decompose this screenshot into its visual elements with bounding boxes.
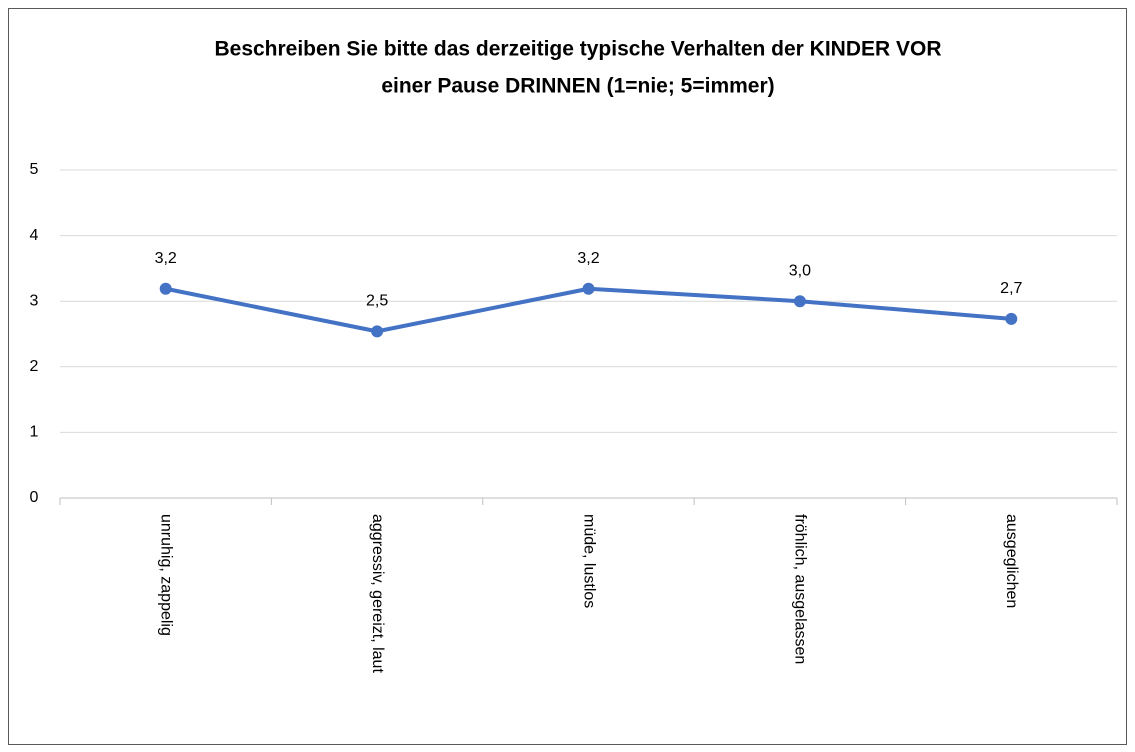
chart-title: Beschreiben Sie bitte das derzeitige typ…: [214, 38, 941, 61]
data-label: 2,5: [366, 293, 388, 310]
x-tick-label: fröhlich, ausgelassen: [792, 514, 809, 664]
y-tick-label: 2: [30, 358, 39, 375]
y-tick-label: 5: [30, 161, 39, 178]
y-tick-label: 3: [30, 292, 39, 309]
y-tick-label: 4: [30, 227, 39, 244]
marker: [582, 282, 595, 295]
marker: [159, 282, 172, 295]
x-tick-label: unruhig, zappelig: [157, 514, 174, 636]
chart-frame: [8, 8, 1127, 745]
marker: [371, 325, 384, 338]
chart-title: einer Pause DRINNEN (1=nie; 5=immer): [381, 75, 774, 98]
data-label: 3,2: [577, 250, 599, 267]
data-label: 2,7: [1000, 280, 1022, 297]
marker: [1005, 312, 1018, 325]
x-tick-label: aggressiv, gereizt, laut: [369, 514, 386, 673]
data-label: 3,2: [155, 250, 177, 267]
y-tick-label: 1: [30, 424, 39, 441]
y-tick-label: 0: [30, 489, 39, 506]
x-tick-label: müde, lustlos: [580, 514, 597, 608]
data-label: 3,0: [789, 262, 811, 279]
marker: [793, 295, 806, 308]
x-tick-label: ausgeglichen: [1003, 514, 1020, 608]
